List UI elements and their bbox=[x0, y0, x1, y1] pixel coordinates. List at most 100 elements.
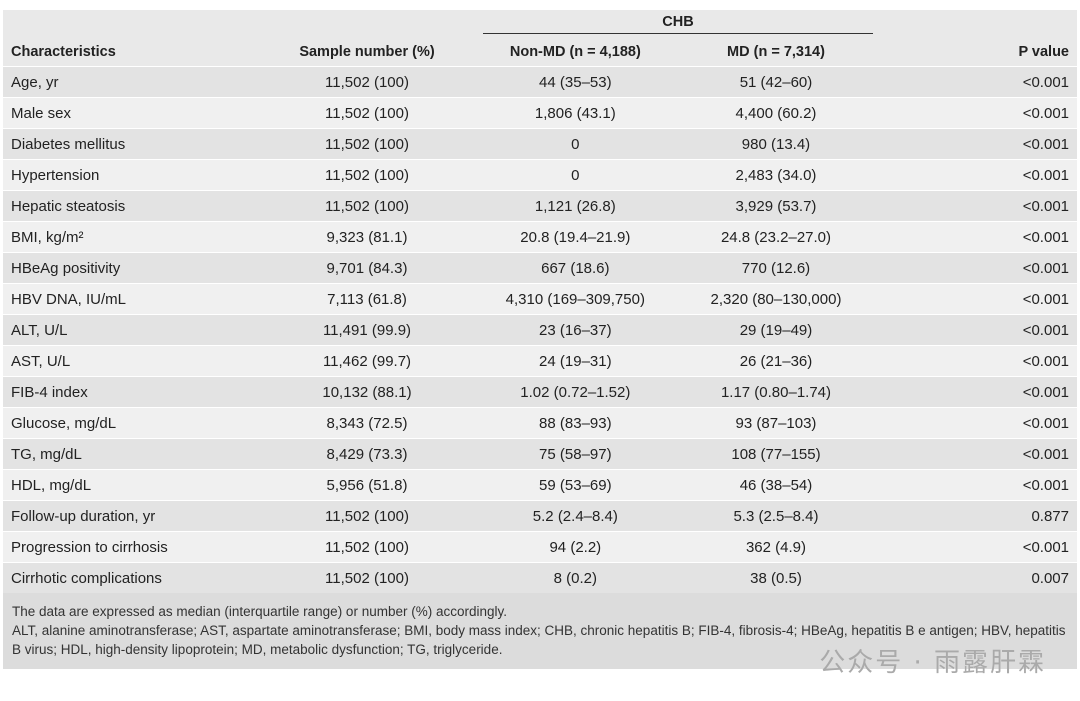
table-cell: ALT, U/L bbox=[3, 314, 259, 346]
table-row: Hypertension 11,502 (100) 0 2,483 (34.0) <0.… bbox=[3, 159, 1077, 191]
table-cell: Age, yr bbox=[3, 66, 259, 98]
table-cell: 0 bbox=[475, 159, 676, 191]
table-cell: 9,701 (84.3) bbox=[259, 252, 475, 284]
table-cell: 4,310 (169–309,750) bbox=[475, 283, 676, 315]
table-cell: <0.001 bbox=[876, 128, 1077, 160]
table-cell: 0.007 bbox=[876, 562, 1077, 593]
table-cell: 1.17 (0.80–1.74) bbox=[675, 376, 877, 408]
table-cell: <0.001 bbox=[876, 252, 1077, 284]
table-body: Age, yr 11,502 (100) 44 (35–53) 51 (42–60) <… bbox=[3, 66, 1077, 593]
table-cell: Hypertension bbox=[3, 159, 259, 191]
table-cell: 3,929 (53.7) bbox=[675, 190, 877, 222]
table-cell: 24 (19–31) bbox=[475, 345, 676, 377]
header-row: Characteristics Sample number (%) Non-MD (… bbox=[3, 38, 1077, 67]
table-cell: 29 (19–49) bbox=[675, 314, 877, 346]
table-cell: 2,320 (80–130,000) bbox=[675, 283, 877, 315]
table-cell: 1,806 (43.1) bbox=[475, 97, 676, 129]
table-cell: 46 (38–54) bbox=[675, 469, 877, 501]
table-cell: 5,956 (51.8) bbox=[259, 469, 475, 501]
table-cell: 770 (12.6) bbox=[675, 252, 877, 284]
table-row: Diabetes mellitus 11,502 (100) 0 980 (13.4)… bbox=[3, 128, 1077, 160]
table-cell: <0.001 bbox=[876, 97, 1077, 129]
table-row: Follow-up duration, yr 11,502 (100) 5.2 (2… bbox=[3, 500, 1077, 532]
table-cell: 11,502 (100) bbox=[259, 128, 475, 160]
header-cell: Characteristics bbox=[3, 38, 259, 67]
table-cell: 75 (58–97) bbox=[475, 438, 676, 470]
table-cell: Progression to cirrhosis bbox=[3, 531, 259, 563]
table-row: HBeAg positivity 9,701 (84.3) 667 (18.6) 77… bbox=[3, 252, 1077, 284]
table-cell: AST, U/L bbox=[3, 345, 259, 377]
table-cell: 0 bbox=[475, 128, 676, 160]
table-panel: CHB Characteristics Sample number (%) Non-… bbox=[3, 10, 1077, 669]
table-row: AST, U/L 11,462 (99.7) 24 (19–31) 26 (21–36… bbox=[3, 345, 1077, 377]
data-table: CHB Characteristics Sample number (%) Non-… bbox=[3, 10, 1077, 593]
table-cell: <0.001 bbox=[876, 531, 1077, 563]
blank-cell bbox=[876, 10, 1077, 38]
table-cell: 11,502 (100) bbox=[259, 66, 475, 98]
group-header-text: CHB bbox=[483, 14, 873, 34]
table-cell: 11,502 (100) bbox=[259, 562, 475, 593]
table-cell: 667 (18.6) bbox=[475, 252, 676, 284]
footnote: The data are expressed as median (interq… bbox=[12, 604, 507, 619]
table-row: Hepatic steatosis 11,502 (100) 1,121 (26.8… bbox=[3, 190, 1077, 222]
table-cell: 88 (83–93) bbox=[475, 407, 676, 439]
table-row: FIB-4 index 10,132 (88.1) 1.02 (0.72–1.52)… bbox=[3, 376, 1077, 408]
table-row: Cirrhotic complications 11,502 (100) 8 (0.… bbox=[3, 562, 1077, 593]
table-cell: 11,462 (99.7) bbox=[259, 345, 475, 377]
table-cell: 24.8 (23.2–27.0) bbox=[675, 221, 877, 253]
table-cell: Male sex bbox=[3, 97, 259, 129]
blank-cell bbox=[3, 10, 259, 38]
table-cell: 5.3 (2.5–8.4) bbox=[675, 500, 877, 532]
table-cell: Follow-up duration, yr bbox=[3, 500, 259, 532]
table-cell: 5.2 (2.4–8.4) bbox=[475, 500, 676, 532]
table-cell: Cirrhotic complications bbox=[3, 562, 259, 593]
table-cell: Hepatic steatosis bbox=[3, 190, 259, 222]
table-cell: 108 (77–155) bbox=[675, 438, 877, 470]
table-row: TG, mg/dL 8,429 (73.3) 75 (58–97) 108 (77–1… bbox=[3, 438, 1077, 470]
table-cell: <0.001 bbox=[876, 314, 1077, 346]
watermark: 公众号 · 雨露肝霖 bbox=[819, 648, 1046, 678]
table-row: BMI, kg/m² 9,323 (81.1) 20.8 (19.4–21.9) 24… bbox=[3, 221, 1077, 253]
table-cell: 26 (21–36) bbox=[675, 345, 877, 377]
table-cell: <0.001 bbox=[876, 283, 1077, 315]
table-cell: <0.001 bbox=[876, 376, 1077, 408]
group-header-row: CHB bbox=[3, 10, 1077, 38]
header-cell: P value bbox=[876, 38, 1077, 67]
table-cell: 93 (87–103) bbox=[675, 407, 877, 439]
table-cell: 10,132 (88.1) bbox=[259, 376, 475, 408]
table-cell: Diabetes mellitus bbox=[3, 128, 259, 160]
table-cell: 8,429 (73.3) bbox=[259, 438, 475, 470]
header-cell: Sample number (%) bbox=[259, 38, 475, 67]
header-cell: Non-MD (n = 4,188) bbox=[475, 38, 676, 67]
table-cell: <0.001 bbox=[876, 221, 1077, 253]
table-cell: 1,121 (26.8) bbox=[475, 190, 676, 222]
table-cell: 4,400 (60.2) bbox=[675, 97, 877, 129]
table-cell: 11,502 (100) bbox=[259, 159, 475, 191]
table-cell: FIB-4 index bbox=[3, 376, 259, 408]
table-cell: Glucose, mg/dL bbox=[3, 407, 259, 439]
table-cell: HBV DNA, IU/mL bbox=[3, 283, 259, 315]
footnotes: The data are expressed as median (interq… bbox=[3, 593, 1077, 669]
table-cell: 23 (16–37) bbox=[475, 314, 676, 346]
table-cell: 9,323 (81.1) bbox=[259, 221, 475, 253]
table-cell: 0.877 bbox=[876, 500, 1077, 532]
table-cell: <0.001 bbox=[876, 407, 1077, 439]
table-row: HBV DNA, IU/mL 7,113 (61.8) 4,310 (169–309… bbox=[3, 283, 1077, 315]
table-cell: 362 (4.9) bbox=[675, 531, 877, 563]
table-cell: 11,491 (99.9) bbox=[259, 314, 475, 346]
table-cell: 51 (42–60) bbox=[675, 66, 877, 98]
footnote: ALT, alanine aminotransferase; AST, aspa… bbox=[12, 623, 1066, 657]
table-cell: 7,113 (61.8) bbox=[259, 283, 475, 315]
table-cell: 20.8 (19.4–21.9) bbox=[475, 221, 676, 253]
table-cell: 8 (0.2) bbox=[475, 562, 676, 593]
table-cell: 980 (13.4) bbox=[675, 128, 877, 160]
table-cell: <0.001 bbox=[876, 469, 1077, 501]
table-cell: 59 (53–69) bbox=[475, 469, 676, 501]
group-header: CHB bbox=[475, 10, 877, 38]
table-cell: TG, mg/dL bbox=[3, 438, 259, 470]
blank-cell bbox=[259, 10, 475, 38]
header-cell: MD (n = 7,314) bbox=[675, 38, 877, 67]
table-cell: 11,502 (100) bbox=[259, 500, 475, 532]
table-cell: 11,502 (100) bbox=[259, 97, 475, 129]
